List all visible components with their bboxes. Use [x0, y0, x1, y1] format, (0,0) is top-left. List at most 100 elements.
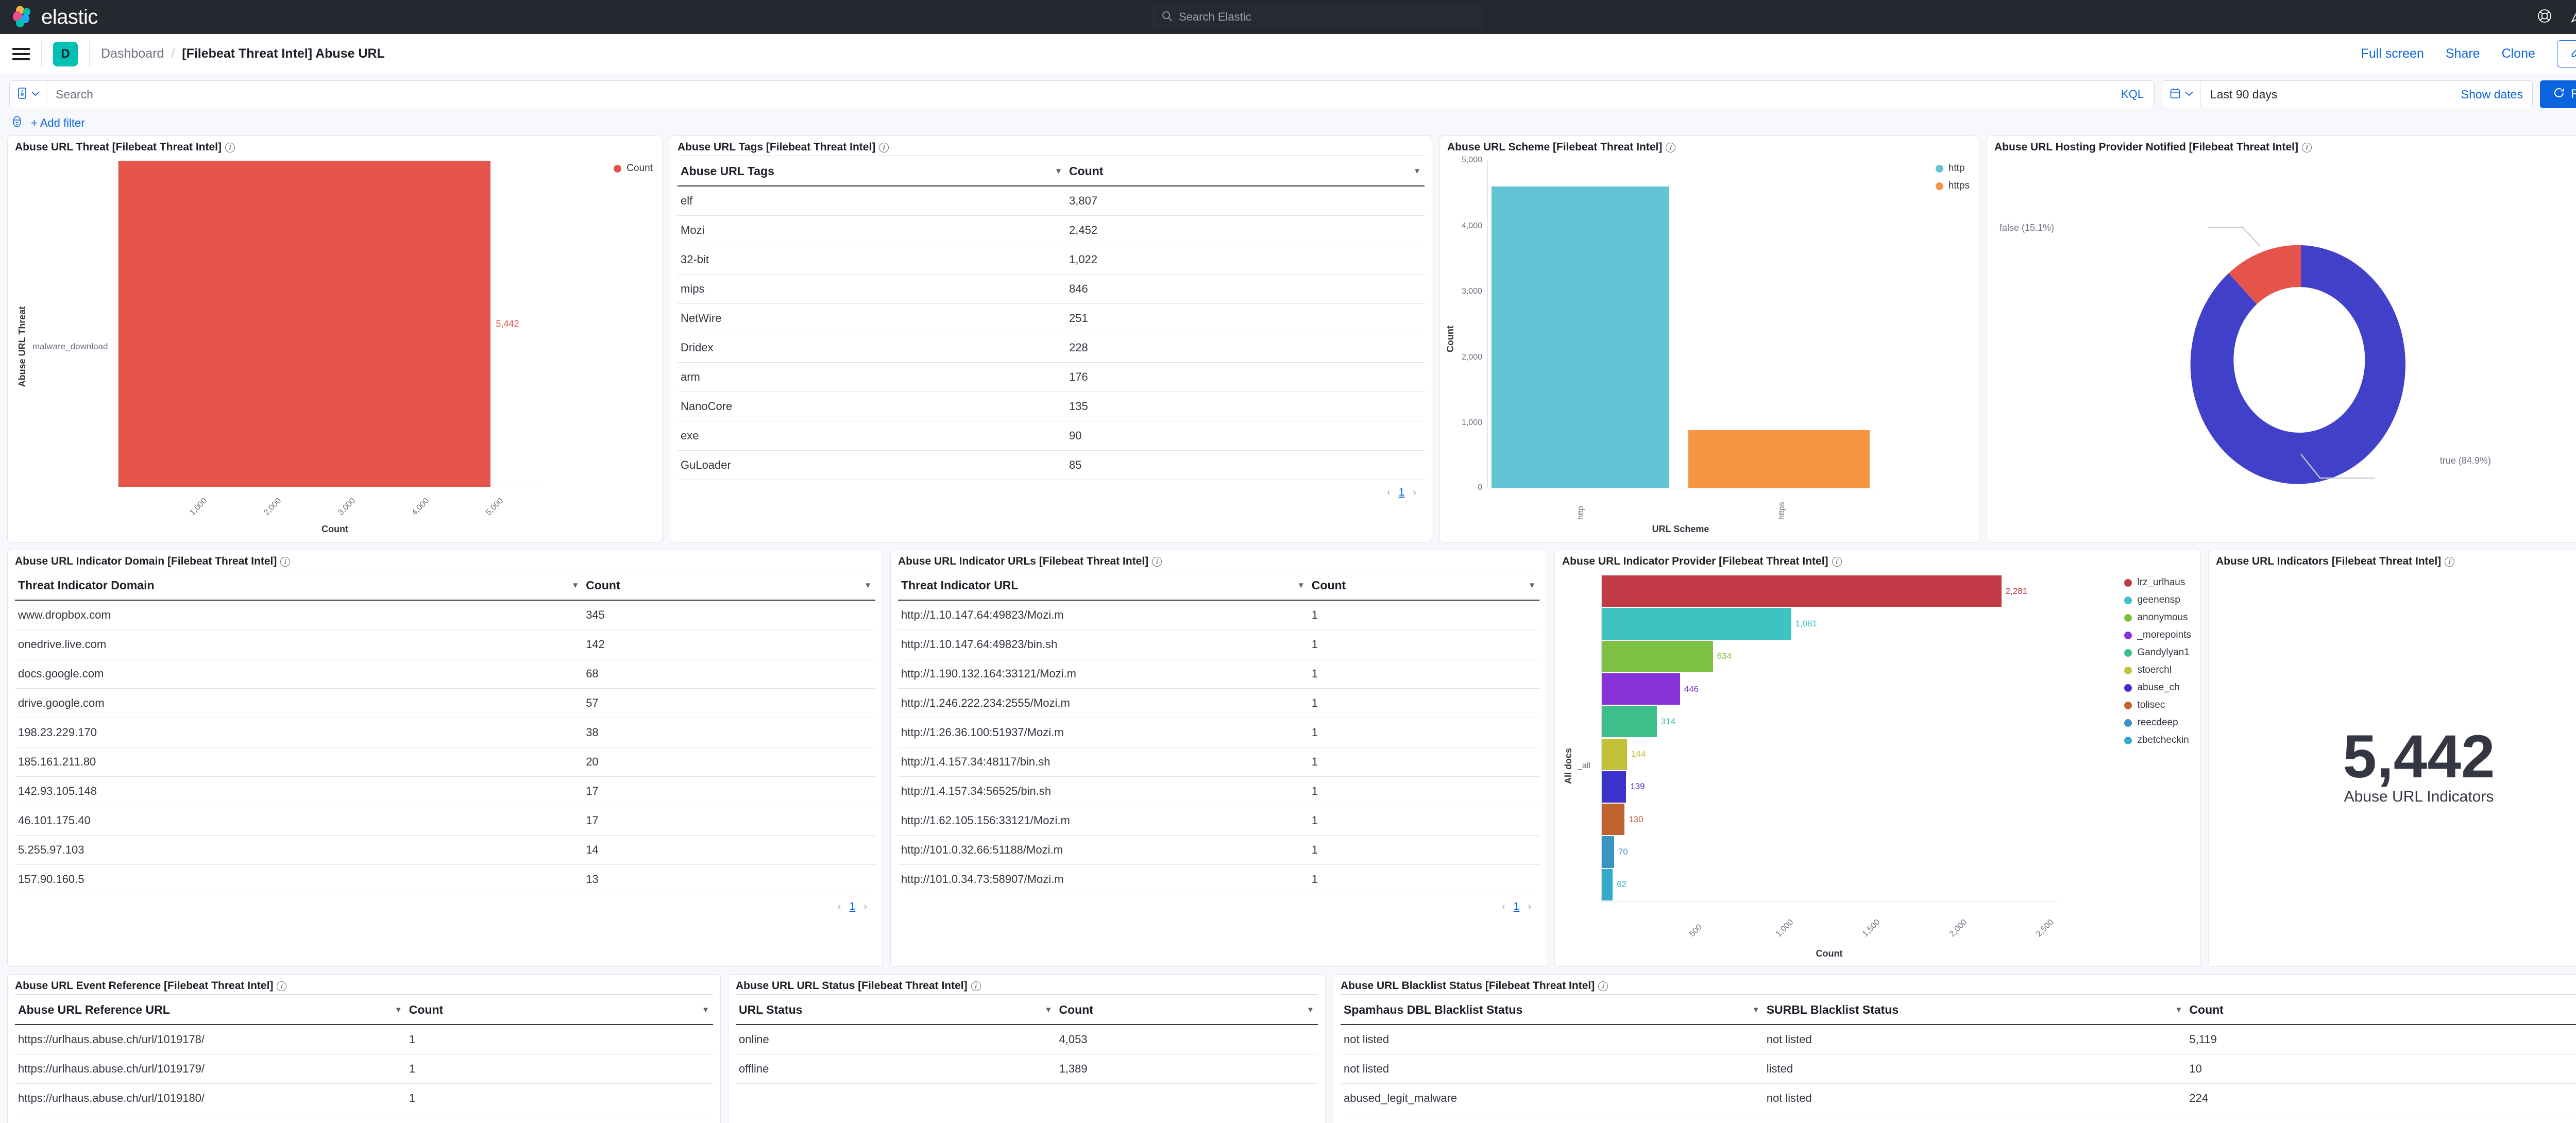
date-picker[interactable]: Last 90 days Show dates: [2161, 80, 2533, 108]
share-button[interactable]: Share: [2445, 46, 2480, 61]
legend-item[interactable]: geenensp: [2124, 594, 2191, 606]
chevron-down-icon[interactable]: ▾: [865, 580, 870, 590]
column-header-count[interactable]: Count ▾: [1056, 994, 1318, 1025]
bar-malware-download[interactable]: [118, 161, 491, 487]
full-screen-button[interactable]: Full screen: [2361, 46, 2424, 61]
table-row[interactable]: NanoCore 135: [677, 392, 1425, 421]
page-number[interactable]: 1: [1398, 486, 1405, 498]
bar-lrz_urlhaus[interactable]: [1602, 575, 2002, 607]
date-range-value[interactable]: Last 90 days: [2210, 87, 2278, 101]
table-row[interactable]: arm 176: [677, 362, 1425, 392]
chart-hosting-provider-notified[interactable]: true false: [1994, 156, 2576, 538]
column-header-count[interactable]: Count ▾: [2186, 994, 2576, 1025]
bar-Gandylyan1[interactable]: [1602, 706, 1657, 738]
table-row[interactable]: http://1.26.36.100:51937/Mozi.m 1: [898, 718, 1539, 747]
legend-item[interactable]: anonymous: [2124, 612, 2191, 623]
chevron-down-icon[interactable]: ▾: [2176, 1004, 2181, 1014]
column-header-count[interactable]: Count ▾: [583, 570, 875, 601]
bar-zbetcheckin[interactable]: [1602, 869, 1613, 900]
column-header-reference-url[interactable]: Abuse URL Reference URL ▾: [15, 994, 406, 1025]
table-row[interactable]: 142.93.105.148 17: [15, 776, 875, 806]
info-icon[interactable]: i: [277, 981, 287, 991]
chevron-down-icon[interactable]: ▾: [703, 1004, 708, 1014]
bar-http[interactable]: [1492, 186, 1670, 488]
chevron-down-icon[interactable]: ▾: [1753, 1004, 1758, 1014]
table-row[interactable]: http://1.246.222.234:2555/Mozi.m 1: [898, 688, 1539, 718]
refresh-button[interactable]: Refresh: [2539, 80, 2576, 108]
table-row[interactable]: docs.google.com 68: [15, 659, 875, 689]
info-icon[interactable]: i: [280, 556, 291, 567]
table-row[interactable]: NetWire 251: [677, 303, 1425, 333]
table-row[interactable]: 5.255.97.103 14: [15, 835, 875, 865]
next-page-button[interactable]: ›: [863, 900, 867, 912]
column-header-surbl[interactable]: SURBL Blacklist Status ▾: [1763, 994, 2187, 1025]
table-row[interactable]: not listed listed 10: [1341, 1054, 2576, 1084]
global-search-input[interactable]: Search Elastic: [1154, 7, 1483, 27]
bar-abuse_ch[interactable]: [1602, 771, 1626, 803]
table-row[interactable]: 198.23.229.170 38: [15, 718, 875, 747]
filter-icon[interactable]: [11, 115, 23, 130]
info-icon[interactable]: i: [2445, 556, 2455, 567]
info-icon[interactable]: i: [1152, 556, 1162, 567]
table-row[interactable]: abused_legit_malware not listed 224: [1341, 1083, 2576, 1113]
column-header-tags[interactable]: Abuse URL Tags ▾: [677, 156, 1066, 186]
column-header-count[interactable]: Count ▾: [1308, 570, 1539, 601]
table-row[interactable]: 185.161.211.80 20: [15, 747, 875, 777]
chevron-down-icon[interactable]: ▾: [1529, 580, 1534, 590]
page-number[interactable]: 1: [849, 900, 856, 912]
bar-stoerchl[interactable]: [1602, 738, 1627, 770]
legend-item[interactable]: stoerchl: [2124, 665, 2191, 676]
bar-anonymous[interactable]: [1602, 640, 1713, 672]
chevron-down-icon[interactable]: ▾: [1414, 165, 1419, 176]
info-icon[interactable]: i: [1832, 556, 1842, 567]
table-row[interactable]: Dridex 228: [677, 333, 1425, 363]
chart-abuse-url-threat[interactable]: Count Abuse URL Threat malware_download …: [15, 156, 655, 538]
elastic-logo[interactable]: elastic: [11, 6, 98, 29]
dataview-selector[interactable]: [10, 81, 47, 108]
info-icon[interactable]: i: [971, 981, 981, 991]
table-row[interactable]: http://1.62.105.156:33121/Mozi.m 1: [898, 806, 1539, 836]
legend-item[interactable]: abuse_ch: [2124, 682, 2191, 693]
chevron-down-icon[interactable]: ▾: [1046, 1004, 1051, 1014]
next-page-button[interactable]: ›: [1528, 900, 1531, 912]
legend-item[interactable]: Gandylyan1: [2124, 647, 2191, 658]
legend-item[interactable]: tolisec: [2124, 700, 2191, 711]
table-row[interactable]: mips 846: [677, 274, 1425, 304]
table-row[interactable]: 46.101.175.40 17: [15, 806, 875, 836]
table-row[interactable]: http://1.190.132.164:33121/Mozi.m 1: [898, 659, 1539, 689]
menu-icon[interactable]: [12, 47, 30, 60]
breadcrumb-dashboard[interactable]: Dashboard: [101, 46, 164, 61]
table-row[interactable]: drive.google.com 57: [15, 688, 875, 718]
table-row[interactable]: https://urlhaus.abuse.ch/url/1019179/1: [15, 1054, 713, 1084]
date-quick-select[interactable]: [2162, 81, 2201, 108]
lifebuoy-icon[interactable]: [2537, 8, 2552, 26]
column-header-spamhaus[interactable]: Spamhaus DBL Blacklist Status ▾: [1341, 994, 1764, 1025]
legend-item[interactable]: https: [1935, 180, 1970, 192]
legend-item[interactable]: http: [1935, 163, 1970, 174]
add-filter-button[interactable]: + Add filter: [31, 116, 85, 129]
chevron-down-icon[interactable]: ▾: [573, 580, 578, 590]
table-row[interactable]: 32-bit 1,022: [677, 245, 1425, 275]
next-page-button[interactable]: ›: [1413, 486, 1416, 498]
table-row[interactable]: http://1.4.157.34:48117/bin.sh 1: [898, 747, 1539, 777]
legend-item[interactable]: lrz_urlhaus: [2124, 577, 2191, 588]
table-row[interactable]: 157.90.160.5 13: [15, 864, 875, 894]
info-icon[interactable]: i: [879, 142, 889, 152]
legend-item[interactable]: Count: [614, 163, 653, 174]
table-row[interactable]: http://101.0.34.73:58907/Mozi.m 1: [898, 864, 1539, 894]
clone-button[interactable]: Clone: [2501, 46, 2535, 61]
column-header-domain[interactable]: Threat Indicator Domain ▾: [15, 570, 583, 601]
table-row[interactable]: http://1.10.147.64:49823/bin.sh 1: [898, 629, 1539, 659]
column-header-count[interactable]: Count ▾: [405, 994, 713, 1025]
edit-button[interactable]: Edit: [2556, 40, 2576, 67]
search-input[interactable]: Search: [56, 87, 93, 101]
app-badge[interactable]: D: [53, 41, 78, 66]
bar-https[interactable]: [1688, 430, 1870, 488]
chart-indicator-provider[interactable]: lrz_urlhaus geenensp anonymous _morepoints G…: [1562, 570, 2193, 962]
chevron-down-icon[interactable]: ▾: [1056, 165, 1061, 176]
table-row[interactable]: http://101.0.32.66:51188/Mozi.m 1: [898, 835, 1539, 865]
info-icon[interactable]: i: [1598, 981, 1608, 991]
table-row[interactable]: onedrive.live.com 142: [15, 629, 875, 659]
legend-item[interactable]: zbetcheckin: [2124, 735, 2191, 746]
metric-visualization[interactable]: 5,442 Abuse URL Indicators: [2216, 570, 2576, 962]
